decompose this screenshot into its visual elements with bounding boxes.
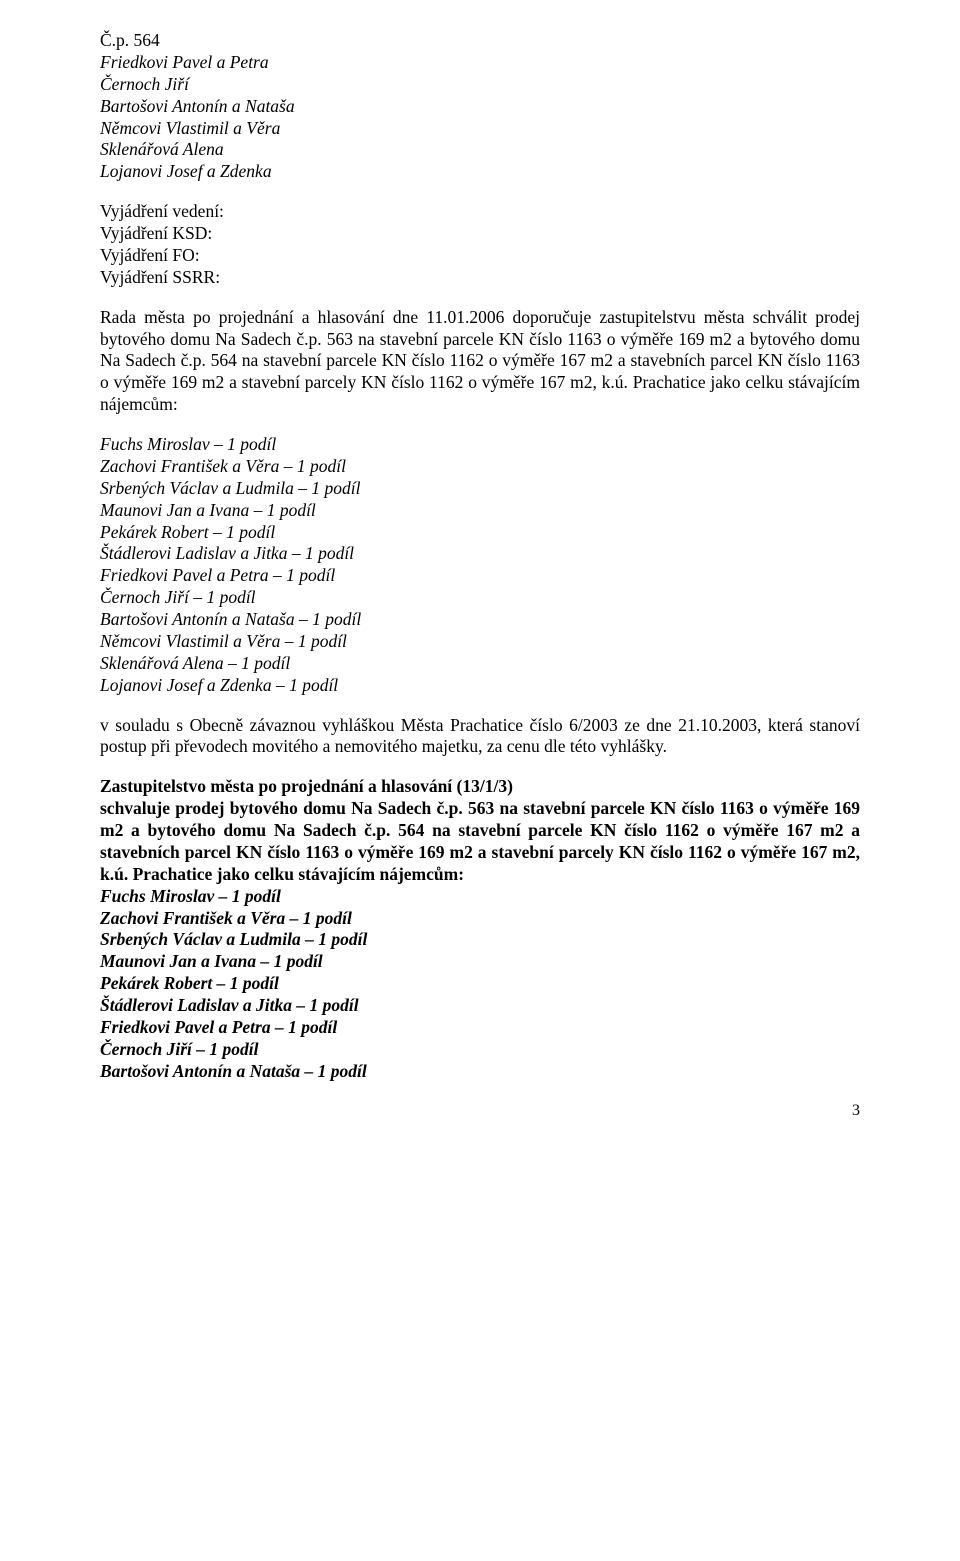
- document-page: Č.p. 564 Friedkovi Pavel a Petra Černoch…: [0, 0, 960, 1161]
- vyjadreni-line: Vyjádření vedení:: [100, 201, 860, 223]
- list-item: Štádlerovi Ladislav a Jitka – 1 podíl: [100, 543, 860, 565]
- resolution-text: Zastupitelstvo města po projednání a hla…: [100, 776, 860, 885]
- list-item: Pekárek Robert – 1 podíl: [100, 522, 860, 544]
- list-item: Sklenářová Alena – 1 podíl: [100, 653, 860, 675]
- vyjadreni-block: Vyjádření vedení: Vyjádření KSD: Vyjádře…: [100, 201, 860, 289]
- list-item: Černoch Jiří – 1 podíl: [100, 587, 860, 609]
- resolution-block: Zastupitelstvo města po projednání a hla…: [100, 776, 860, 1082]
- najemci-list-a: Fuchs Miroslav – 1 podíl Zachovi Františ…: [100, 434, 860, 697]
- list-item: Němcovi Vlastimil a Věra – 1 podíl: [100, 631, 860, 653]
- header-line: Lojanovi Josef a Zdenka: [100, 161, 860, 183]
- list-item: Fuchs Miroslav – 1 podíl: [100, 886, 860, 908]
- list-item: Maunovi Jan a Ivana – 1 podíl: [100, 500, 860, 522]
- page-number: 3: [100, 1101, 860, 1121]
- vyjadreni-line: Vyjádření SSRR:: [100, 267, 860, 289]
- header-line: Sklenářová Alena: [100, 139, 860, 161]
- vyhlaska-paragraph: v souladu s Obecně závaznou vyhláškou Mě…: [100, 715, 860, 759]
- resolution-body: schvaluje prodej bytového domu Na Sadech…: [100, 798, 860, 884]
- rada-paragraph: Rada města po projednání a hlasování dne…: [100, 307, 860, 416]
- list-item: Pekárek Robert – 1 podíl: [100, 973, 860, 995]
- list-item: Friedkovi Pavel a Petra – 1 podíl: [100, 565, 860, 587]
- list-item: Černoch Jiří – 1 podíl: [100, 1039, 860, 1061]
- list-item: Maunovi Jan a Ivana – 1 podíl: [100, 951, 860, 973]
- resolution-heading: Zastupitelstvo města po projednání a hla…: [100, 776, 860, 798]
- heading-cp: Č.p. 564: [100, 30, 860, 52]
- vyjadreni-line: Vyjádření KSD:: [100, 223, 860, 245]
- header-block: Č.p. 564 Friedkovi Pavel a Petra Černoch…: [100, 30, 860, 183]
- list-item: Štádlerovi Ladislav a Jitka – 1 podíl: [100, 995, 860, 1017]
- list-item: Fuchs Miroslav – 1 podíl: [100, 434, 860, 456]
- list-item: Zachovi František a Věra – 1 podíl: [100, 908, 860, 930]
- list-item: Srbených Václav a Ludmila – 1 podíl: [100, 478, 860, 500]
- list-item: Bartošovi Antonín a Nataša – 1 podíl: [100, 1061, 860, 1083]
- list-item: Lojanovi Josef a Zdenka – 1 podíl: [100, 675, 860, 697]
- header-line: Bartošovi Antonín a Nataša: [100, 96, 860, 118]
- header-line: Friedkovi Pavel a Petra: [100, 52, 860, 74]
- list-item: Zachovi František a Věra – 1 podíl: [100, 456, 860, 478]
- header-line: Černoch Jiří: [100, 74, 860, 96]
- list-item: Srbených Václav a Ludmila – 1 podíl: [100, 929, 860, 951]
- list-item: Bartošovi Antonín a Nataša – 1 podíl: [100, 609, 860, 631]
- najemci-list-b: Fuchs Miroslav – 1 podíl Zachovi Františ…: [100, 886, 860, 1083]
- vyjadreni-line: Vyjádření FO:: [100, 245, 860, 267]
- list-item: Friedkovi Pavel a Petra – 1 podíl: [100, 1017, 860, 1039]
- header-line: Němcovi Vlastimil a Věra: [100, 118, 860, 140]
